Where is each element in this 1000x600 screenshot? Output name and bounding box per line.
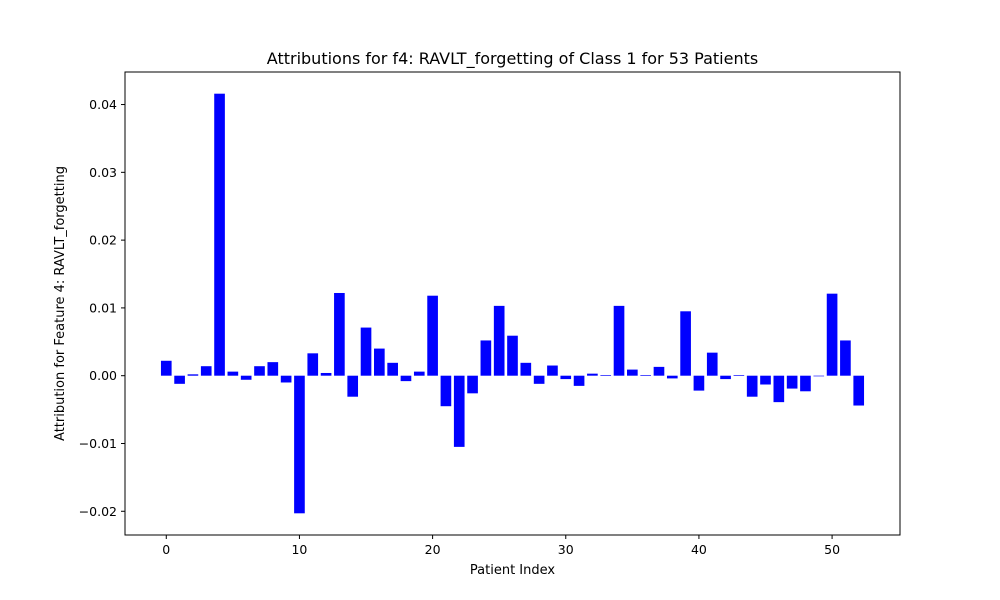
y-tick-label: 0.02	[89, 233, 117, 248]
bar-patient-18	[400, 375, 412, 382]
bar-patient-43	[733, 375, 745, 376]
plot-frame	[124, 71, 901, 536]
x-tick-label: 0	[162, 542, 170, 557]
bars-group	[160, 93, 865, 514]
x-axis-label: Patient Index	[470, 563, 555, 578]
bar-patient-36	[640, 375, 651, 376]
bar-patient-40	[693, 375, 705, 391]
bar-patient-46	[773, 375, 785, 403]
bar-patient-8	[267, 362, 279, 376]
bar-patient-19	[413, 371, 425, 376]
bar-patient-38	[666, 375, 678, 379]
bar-patient-4	[214, 93, 225, 376]
x-tick-label: 10	[291, 542, 307, 557]
bar-patient-23	[467, 375, 478, 394]
y-tick-label: 0.04	[89, 97, 117, 112]
bar-patient-16	[374, 348, 385, 376]
x-tick-label: 30	[558, 542, 574, 557]
bar-patient-24	[480, 340, 492, 376]
chart-title: Attributions for f4: RAVLT_forgetting of…	[267, 49, 758, 69]
bar-patient-32	[587, 373, 598, 376]
y-tick-label: 0.01	[89, 300, 117, 315]
bar-patient-48	[800, 375, 811, 392]
bar-patient-37	[653, 366, 665, 376]
bar-patient-13	[334, 292, 345, 376]
x-ticks: 0 10 20 30 40 50	[162, 535, 840, 557]
bar-patient-27	[520, 362, 532, 376]
bar-patient-39	[680, 311, 691, 376]
bar-patient-31	[573, 375, 585, 386]
y-tick-label: 0.03	[89, 165, 117, 180]
bar-patient-29	[547, 365, 558, 376]
bar-patient-0	[160, 360, 172, 376]
y-axis-label: Attribution for Feature 4: RAVLT_forgett…	[53, 166, 68, 441]
bar-patient-25	[493, 305, 505, 376]
bar-patient-22	[453, 375, 465, 447]
bar-patient-49	[813, 375, 825, 377]
bar-patient-5	[227, 371, 239, 376]
bar-patient-7	[254, 366, 265, 376]
bar-patient-2	[187, 374, 199, 376]
y-tick-label: 0.00	[89, 368, 117, 383]
x-tick-label: 50	[824, 542, 840, 557]
bar-patient-6	[240, 375, 252, 380]
x-tick-label: 40	[691, 542, 707, 557]
bar-patient-9	[280, 375, 292, 383]
bar-patient-42	[720, 375, 731, 380]
bar-patient-30	[560, 375, 572, 380]
bar-patient-44	[746, 375, 758, 397]
bar-patient-26	[507, 335, 518, 376]
bar-patient-50	[826, 293, 838, 376]
bar-patient-45	[760, 375, 771, 385]
bar-patient-21	[440, 375, 452, 407]
bar-patient-12	[320, 372, 332, 376]
bar-patient-3	[200, 366, 212, 376]
bar-patient-52	[853, 375, 865, 406]
y-ticks: −0.02 −0.01 0.00 0.01 0.02 0.03 0.04	[79, 97, 125, 519]
bar-patient-17	[387, 362, 398, 376]
bar-patient-41	[706, 352, 718, 376]
bar-patient-20	[427, 295, 438, 376]
bar-patient-15	[360, 327, 372, 376]
bar-patient-33	[600, 375, 612, 376]
bar-patient-28	[533, 375, 545, 384]
x-tick-label: 20	[425, 542, 441, 557]
bar-patient-11	[307, 353, 319, 376]
bar-patient-35	[627, 369, 638, 376]
bar-patient-1	[174, 375, 185, 384]
bar-patient-14	[347, 375, 359, 397]
bar-patient-34	[613, 305, 625, 376]
y-tick-label: −0.01	[79, 436, 117, 451]
y-tick-label: −0.02	[79, 504, 117, 519]
bar-patient-10	[294, 375, 305, 514]
bar-patient-51	[840, 340, 851, 376]
bar-patient-47	[786, 375, 798, 389]
